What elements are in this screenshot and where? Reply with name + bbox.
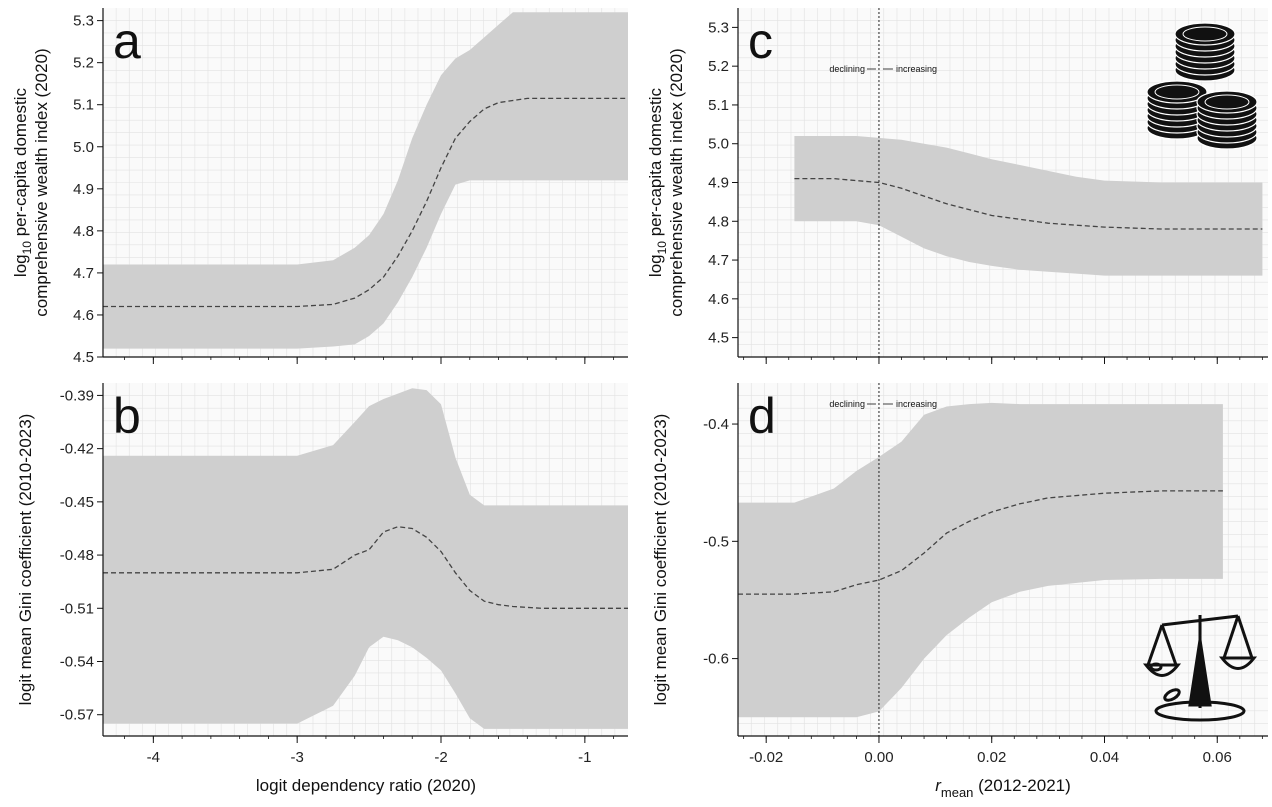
coin-stack-icon [1146,22,1258,150]
panel-letter-c: c [748,13,773,69]
increasing-annotation: increasing [896,399,937,409]
increasing-annotation: increasing [896,64,937,74]
y-axis-title: logit mean Gini coefficient (2010-2023) [16,414,35,706]
confidence-band [103,12,628,349]
coin-face [1154,84,1200,100]
mean-line [794,177,1263,230]
x-tick-label: 0.02 [977,749,1006,766]
scale-base [1154,700,1246,722]
scale-coin-in-pan [1149,662,1163,672]
y-tick-label: -0.54 [60,653,94,670]
y-axis-title-line2: comprehensive wealth index (2020) [32,48,51,316]
x-tick-label: -2 [434,749,447,766]
x-tick-label: -0.02 [749,749,783,766]
declining-annotation: declining [829,399,865,409]
y-axis-title-rest: per-capita domestic [11,87,30,241]
y-tick-label: -0.51 [60,600,94,617]
y-tick-label: 5.3 [708,19,729,36]
coin-stack-right [1196,90,1258,150]
confidence-band [794,136,1263,276]
y-axis-title: logit mean Gini coefficient (2010-2023) [651,414,670,706]
y-tick-label: 5.2 [73,55,94,72]
y-tick-label: 5.1 [73,97,94,114]
y-tick-label: 5.1 [708,97,729,114]
y-axis-title-log: log [646,254,665,277]
x-tick-label: -1 [578,749,591,766]
x-axis-title-r: r [935,776,942,795]
x-axis-title-right: rmean (2012-2021) [935,776,1071,800]
panel-letter-a: a [113,13,141,69]
coin-face [1182,26,1228,42]
y-tick-label: 4.7 [708,252,729,269]
x-tick-label: -4 [147,749,160,766]
panel-letter-b: b [113,388,141,444]
y-axis-title-line1: log10 per-capita domestic [11,87,34,277]
x-axis-title-subscript: mean [941,785,974,800]
y-axis-title-subscript: 10 [655,241,669,255]
mean-line [103,97,628,308]
y-tick-label: -0.45 [60,494,94,511]
x-axis-title-left: logit dependency ratio (2020) [256,776,476,795]
y-tick-label: 4.9 [73,181,94,198]
y-axis-title-rest: per-capita domestic [646,87,665,241]
coin-stack-top [1174,22,1236,82]
y-tick-label: 4.9 [708,175,729,192]
y-tick-label: -0.6 [703,651,729,668]
y-tick-label: 4.5 [73,349,94,366]
balance-scale-icon [1142,614,1258,722]
y-axis-title-log: log [11,254,30,277]
y-axis-title-line2: comprehensive wealth index (2020) [667,48,686,316]
y-tick-label: 5.3 [73,13,94,30]
y-tick-label: -0.48 [60,547,94,564]
panel-c: declining increasing 4.5 4.6 4.7 4.8 4.9 5.0 5.1… [646,8,1268,364]
y-tick-label: -0.42 [60,441,94,458]
coin-face [1204,94,1250,110]
y-tick-label: 4.8 [73,223,94,240]
y-tick-label: 4.6 [708,291,729,308]
panel-a: 4.5 4.6 4.7 4.8 4.9 5.0 5.1 5.2 5.3 a log10 per-ca… [11,8,628,366]
y-tick-label: 4.7 [73,265,94,282]
scale-left-pan [1142,663,1182,677]
y-axis-title-line1: log10 per-capita domestic [646,87,669,277]
confidence-band [103,388,628,729]
y-axis-title-subscript: 10 [20,241,34,255]
scale-right-pan [1218,656,1258,670]
y-tick-label: -0.57 [60,707,94,724]
scale-coin-falling [1163,688,1181,702]
y-tick-label: 4.8 [708,213,729,230]
scale-stand [1188,639,1212,707]
x-tick-label: 0.04 [1090,749,1119,766]
y-tick-label: 5.2 [708,58,729,75]
y-tick-label: 4.6 [73,307,94,324]
mean-line [103,526,628,609]
x-tick-label: 0.06 [1203,749,1232,766]
x-axis-title-tail: (2012-2021) [973,776,1070,795]
scale-left-strings [1146,624,1178,666]
x-tick-label: -3 [291,749,304,766]
y-tick-label: 5.0 [73,139,94,156]
y-tick-label: 4.5 [708,330,729,347]
y-tick-label: -0.4 [703,416,729,433]
coin-stack-left [1146,80,1208,140]
y-tick-label: -0.39 [60,387,94,404]
x-tick-label: 0.00 [864,749,893,766]
scale-right-strings [1222,615,1254,659]
declining-annotation: declining [829,64,865,74]
panel-letter-d: d [748,388,776,444]
confidence-band [738,402,1223,718]
y-tick-label: -0.5 [703,533,729,550]
panel-d: declining increasing -0.6 -0.5 -0.4 -0.02 0.00… [651,383,1268,766]
mean-line [738,490,1223,595]
y-tick-label: 5.0 [708,136,729,153]
panel-b: -0.57 -0.54 -0.51 -0.48 -0.45 -0.42 -0.39 -4 -3 -… [16,383,628,766]
